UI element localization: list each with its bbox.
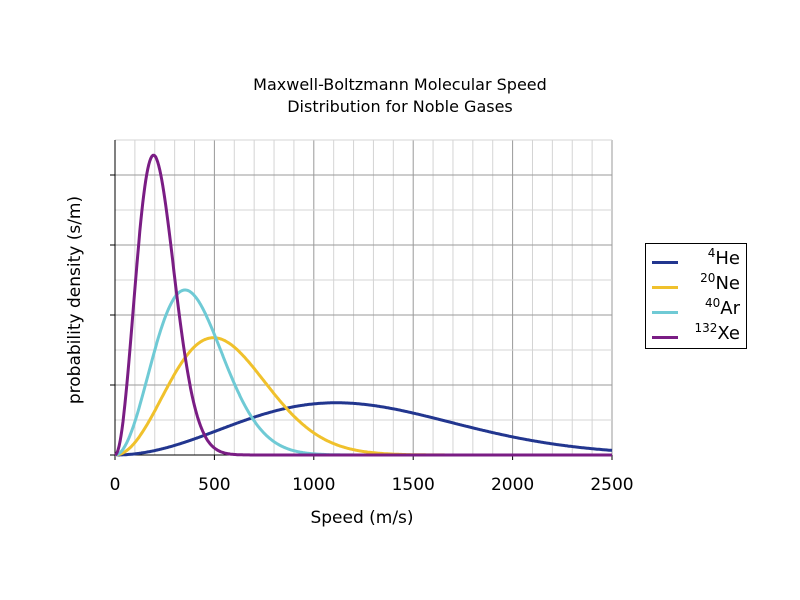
legend-item-ne: 20Ne <box>652 271 744 299</box>
legend-item-xe: 132Xe <box>652 321 744 349</box>
x-tick-label: 1500 <box>392 475 435 495</box>
legend-label: 40Ar <box>705 296 740 319</box>
legend-swatch <box>652 261 678 264</box>
x-tick-label: 500 <box>198 475 230 495</box>
legend-label: 4He <box>707 246 740 269</box>
legend-label: 132Xe <box>694 321 740 344</box>
legend-swatch <box>652 336 678 339</box>
legend-swatch <box>652 286 678 289</box>
x-tick-label: 1000 <box>292 475 335 495</box>
legend-label: 20Ne <box>700 271 740 294</box>
y-axis-label: probability density (s/m) <box>65 196 85 404</box>
x-axis-label: Speed (m/s) <box>310 508 413 528</box>
legend-item-he: 4He <box>652 246 744 274</box>
legend: 4He 20Ne 40Ar 132Xe <box>645 243 747 349</box>
x-tick-label: 0 <box>110 475 121 495</box>
series-line-ne <box>114 336 613 457</box>
legend-item-ar: 40Ar <box>652 296 744 324</box>
x-tick-label: 2500 <box>590 475 633 495</box>
chart-title-line-2: Distribution for Noble Gases <box>287 97 513 116</box>
series-line-he <box>114 401 613 457</box>
series-line-xe <box>114 153 613 457</box>
chart-title-line-1: Maxwell-Boltzmann Molecular Speed <box>253 75 547 94</box>
x-tick-label: 2000 <box>491 475 534 495</box>
legend-swatch <box>652 311 678 314</box>
